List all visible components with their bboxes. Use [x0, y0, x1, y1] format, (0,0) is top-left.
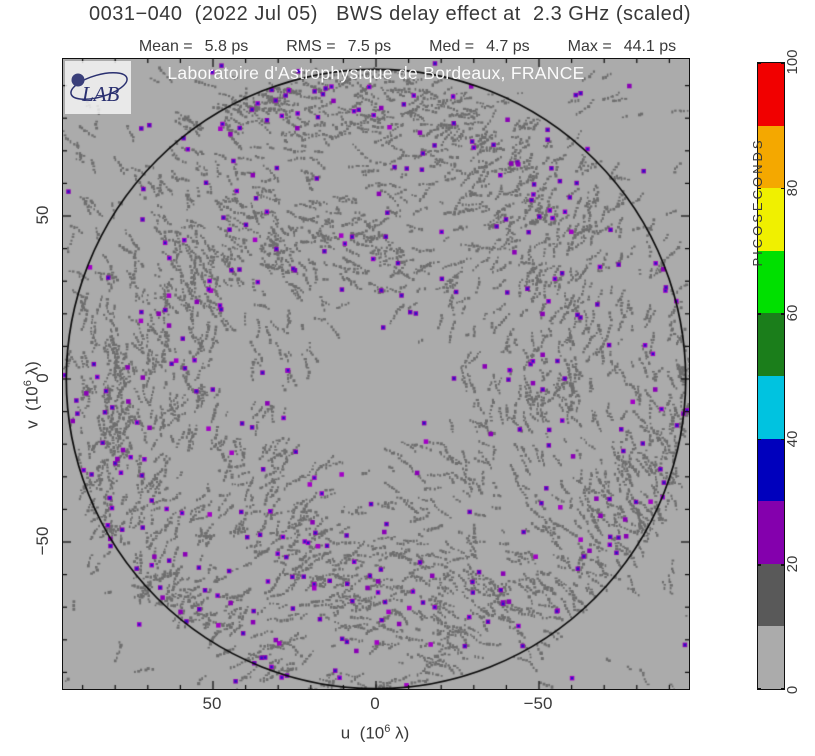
- colorbar-block: [758, 626, 784, 689]
- colorbar-tick-mark: [757, 313, 761, 315]
- colorbar-block: [758, 125, 784, 189]
- stat-max-value: 44.1 ps: [623, 38, 677, 55]
- stats-row: Mean = 5.8 ps RMS = 7.5 ps Med = 4.7 ps …: [0, 38, 815, 56]
- colorbar-tick-mark: [781, 688, 785, 690]
- y-axis-title: v (106 λ): [22, 361, 42, 429]
- colorbar-block: [758, 250, 784, 314]
- stat-mean-label: Mean =: [138, 38, 193, 55]
- x-tick-label: −50: [523, 694, 553, 713]
- y-tick-label: 50: [33, 205, 52, 225]
- watermark-text: Laboratoire d'Astrophysique de Bordeaux,…: [167, 63, 585, 83]
- stat-max-label: Max =: [567, 38, 612, 55]
- colorbar-tick-mark: [781, 62, 785, 64]
- stat-rms-value: 7.5 ps: [347, 38, 392, 55]
- colorbar-tick-label: 20: [784, 556, 801, 573]
- colorbar-tick-mark: [757, 187, 761, 190]
- stat-med-value: 4.7 ps: [486, 38, 530, 55]
- x-tick-label: 50: [202, 694, 222, 713]
- colorbar-tick-mark: [781, 564, 785, 566]
- colorbar-block: [758, 438, 784, 502]
- stat-mean: Mean = 5.8 ps: [139, 38, 248, 56]
- colorbar-tick-mark: [757, 688, 761, 690]
- colorbar-axis-title: PICOSECONDS: [750, 137, 765, 267]
- stat-med: Med = 4.7 ps: [429, 38, 530, 56]
- stat-rms-label: RMS =: [286, 38, 336, 55]
- stat-med-label: Med =: [429, 38, 475, 55]
- stat-mean-value: 5.8 ps: [204, 38, 249, 55]
- colorbar-tick-mark: [757, 564, 761, 566]
- colorbar-block: [758, 313, 784, 376]
- colorbar-tick-label: 60: [784, 304, 801, 322]
- lab-logo-text: LAB: [81, 82, 120, 106]
- colorbar-block: [758, 563, 784, 627]
- colorbar-tick-label: 40: [784, 430, 801, 448]
- colorbar-block: [758, 501, 784, 564]
- lab-logo: LAB: [65, 61, 131, 114]
- colorbar-block: [758, 188, 784, 251]
- colorbar-tick-mark: [757, 438, 761, 441]
- colorbar: [757, 62, 785, 690]
- uv-scatter-canvas: [63, 59, 689, 689]
- x-axis-title: u (106 λ): [340, 723, 410, 743]
- uv-plot-area: Laboratoire d'Astrophysique de Bordeaux,…: [62, 58, 690, 690]
- colorbar-tick-mark: [781, 438, 785, 441]
- page-title: 0031−040 (2022 Jul 05) BWS delay effect …: [89, 3, 691, 25]
- colorbar-tick-mark: [781, 187, 785, 190]
- stat-max: Max = 44.1 ps: [568, 38, 677, 56]
- colorbar-tick-mark: [781, 313, 785, 315]
- colorbar-tick-label: 100: [784, 49, 801, 75]
- colorbar-block: [758, 63, 784, 126]
- colorbar-tick-label: 80: [784, 179, 801, 196]
- colorbar-tick-label: 0: [784, 685, 801, 695]
- x-tick-label: 0: [370, 694, 380, 713]
- colorbar-block: [758, 375, 784, 439]
- lab-logo-graphic: LAB: [70, 71, 128, 106]
- stat-rms: RMS = 7.5 ps: [286, 38, 391, 56]
- y-tick-label: −50: [33, 526, 52, 556]
- colorbar-tick-mark: [757, 62, 761, 64]
